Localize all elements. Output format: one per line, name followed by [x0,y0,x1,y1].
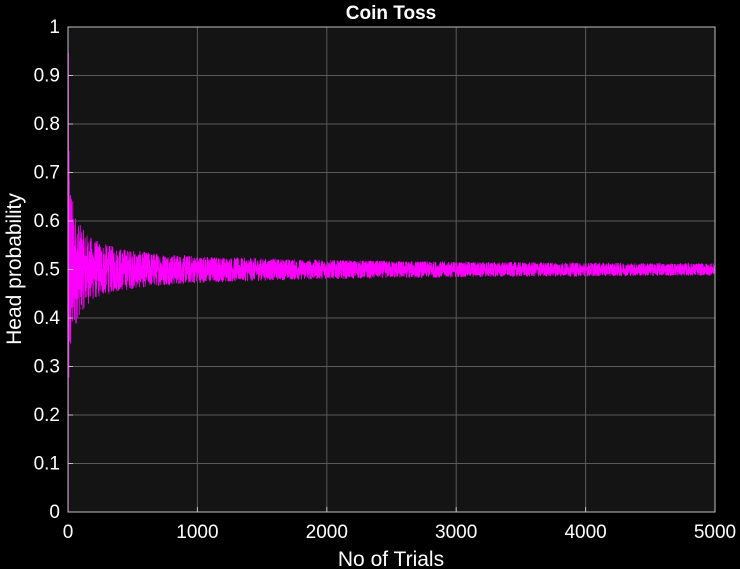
series-point [520,268,522,271]
x-tick-label: 3000 [435,522,477,543]
series-point [93,283,95,285]
series-point [69,341,72,343]
x-tick-label: 0 [63,522,74,543]
x-tick-label: 5000 [694,522,736,543]
x-tick-label: 2000 [306,522,348,543]
y-tick-label: 0.8 [34,114,60,135]
series-point [72,244,74,246]
x-tick-label: 1000 [176,522,218,543]
y-tick-label: 0.5 [34,260,60,281]
y-tick-label: 0.3 [34,357,60,378]
series-point [119,278,121,280]
y-tick-label: 0 [49,502,60,523]
y-tick-label: 0.2 [34,405,60,426]
series-point [390,273,393,275]
series-point [132,264,134,266]
series-point [261,264,263,266]
y-tick-label: 1 [49,17,60,38]
series-point [86,249,89,251]
series-point [80,307,82,309]
y-tick-label: 0.9 [34,66,60,87]
chart-title: Coin Toss [346,3,436,24]
y-tick-label: 0.7 [34,163,60,184]
series-point [75,293,77,295]
tick-labels: 0 1000 2000 3000 4000 5000 0 0.1 0.2 0.3 0.4 0.5 0.6… [34,17,737,543]
series-point [106,259,108,261]
x-tick-label: 4000 [564,522,606,543]
series-point [196,273,198,275]
series-point [455,264,457,266]
series-point [170,259,173,261]
series-point [649,268,651,271]
y-tick-label: 0.4 [34,308,61,329]
series-point [585,264,587,266]
x-axis-label: No of Trials [338,548,444,569]
series-point [326,268,328,271]
series-line-head-probability [67,26,716,513]
y-axis-label: Head probability [3,193,26,345]
series-point [77,230,79,232]
y-tick-label: 0.1 [34,454,60,475]
y-tick-label: 0.6 [34,211,60,232]
series-point [145,273,147,275]
